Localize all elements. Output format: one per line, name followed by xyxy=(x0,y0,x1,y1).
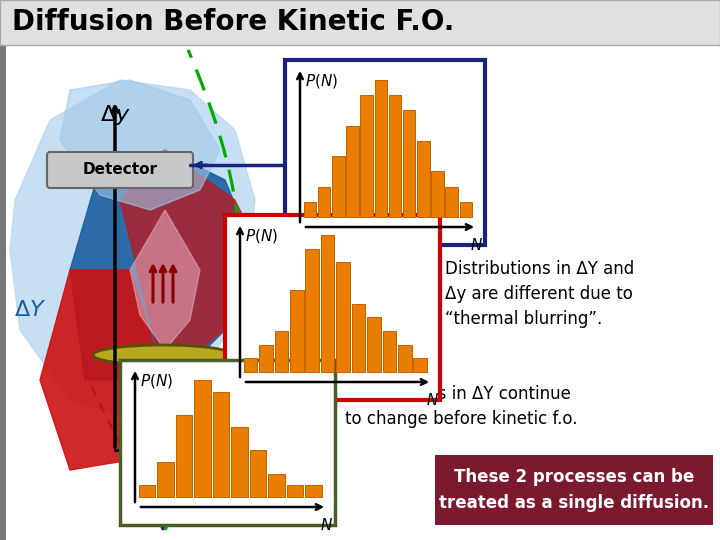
Bar xyxy=(332,156,344,217)
Bar xyxy=(305,485,322,497)
Bar xyxy=(290,290,304,372)
Text: Fluctuations in ΔY continue
to change before kinetic f.o.: Fluctuations in ΔY continue to change be… xyxy=(345,385,577,428)
Polygon shape xyxy=(60,80,220,210)
Bar xyxy=(225,215,440,400)
Bar xyxy=(382,331,396,372)
Bar xyxy=(374,80,387,217)
Bar xyxy=(285,60,485,245)
Text: $P(N)$: $P(N)$ xyxy=(140,372,173,390)
Bar xyxy=(231,427,248,497)
Polygon shape xyxy=(120,150,255,380)
Bar xyxy=(435,455,713,525)
Bar xyxy=(274,331,288,372)
Bar xyxy=(0,0,720,45)
Bar xyxy=(403,111,415,217)
Bar xyxy=(318,186,330,217)
Bar xyxy=(459,202,472,217)
Bar xyxy=(389,95,401,217)
Bar xyxy=(269,474,284,497)
Polygon shape xyxy=(10,80,255,420)
Polygon shape xyxy=(70,150,250,380)
Text: $N$: $N$ xyxy=(470,237,484,253)
Bar xyxy=(0,45,6,540)
Bar xyxy=(250,450,266,497)
Polygon shape xyxy=(130,210,200,350)
Bar xyxy=(336,262,350,372)
Text: $\Delta y$: $\Delta y$ xyxy=(99,103,130,127)
Bar xyxy=(351,303,365,372)
Text: Diffusion Before Kinetic F.O.: Diffusion Before Kinetic F.O. xyxy=(12,8,454,36)
Bar xyxy=(346,126,359,217)
FancyBboxPatch shape xyxy=(47,152,193,188)
Bar xyxy=(259,345,273,372)
Bar xyxy=(417,141,430,217)
Bar xyxy=(244,359,257,372)
Ellipse shape xyxy=(93,345,233,365)
Bar xyxy=(176,415,192,497)
Bar xyxy=(361,95,373,217)
Bar xyxy=(194,380,211,497)
Text: $N$: $N$ xyxy=(426,392,438,408)
Bar xyxy=(413,359,427,372)
Text: These 2 processes can be
treated as a single diffusion.: These 2 processes can be treated as a si… xyxy=(439,469,709,511)
Polygon shape xyxy=(40,270,165,470)
Bar xyxy=(398,345,412,372)
Text: $P(N)$: $P(N)$ xyxy=(305,72,338,90)
Bar xyxy=(367,317,381,372)
Text: Distributions in ΔY and
Δy are different due to
“thermal blurring”.: Distributions in ΔY and Δy are different… xyxy=(445,260,634,328)
Text: $N$: $N$ xyxy=(320,517,333,533)
Bar xyxy=(213,392,229,497)
Bar xyxy=(305,249,319,372)
Text: $\Delta Y$: $\Delta Y$ xyxy=(14,299,46,321)
Bar xyxy=(120,360,335,525)
Bar xyxy=(446,186,458,217)
Bar xyxy=(431,171,444,217)
Bar xyxy=(304,202,316,217)
Bar xyxy=(139,485,156,497)
Bar xyxy=(321,235,334,372)
Bar xyxy=(158,462,174,497)
Text: $P(N)$: $P(N)$ xyxy=(245,227,278,245)
Bar xyxy=(287,485,303,497)
Text: Detector: Detector xyxy=(83,163,158,178)
